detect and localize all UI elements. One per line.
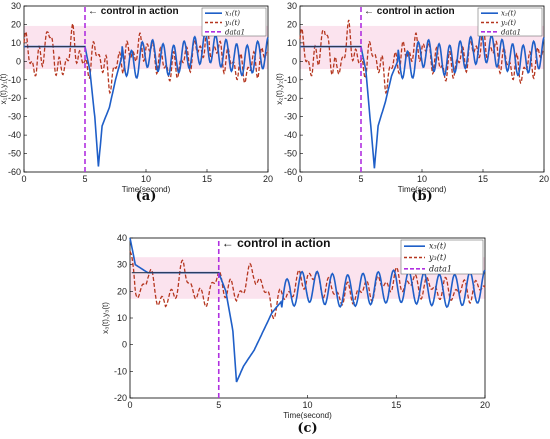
y-tick-label: 10 xyxy=(11,38,21,48)
y-tick-label: -10 xyxy=(8,75,21,85)
y-tick-label: -30 xyxy=(8,112,21,122)
x-tick-label: 15 xyxy=(478,174,488,184)
y-tick-label: -30 xyxy=(284,112,297,122)
y-tick-label: -40 xyxy=(8,130,21,140)
x-axis-label: Time(second) xyxy=(122,185,171,194)
y-tick-label: -60 xyxy=(284,167,297,177)
legend: x₁(t)y₁(t)data1 xyxy=(201,7,267,36)
y-tick-label: -10 xyxy=(284,75,297,85)
y-tick-label: 30 xyxy=(11,1,21,11)
x-tick-label: 0 xyxy=(297,174,302,184)
legend-entry: x₂(t) xyxy=(501,10,516,18)
x-tick-label: 20 xyxy=(480,400,490,410)
y-axis-label: x₁(t),y₁(t) xyxy=(0,73,8,104)
legend-entry: x₁(t) xyxy=(225,10,240,18)
y-tick-label: -40 xyxy=(284,130,297,140)
x-axis-label: Time(second) xyxy=(283,411,332,420)
x-tick-label: 10 xyxy=(302,400,312,410)
legend-entry: data1 xyxy=(225,28,245,36)
x-tick-label: 5 xyxy=(216,400,221,410)
y-axis-label: x₂(t),y₂(t) xyxy=(275,73,284,105)
y-tick-label: 20 xyxy=(117,286,127,296)
legend-entry: data1 xyxy=(501,28,521,36)
legend-entry: x₃(t) xyxy=(429,242,446,251)
y-tick-label: -50 xyxy=(8,149,21,159)
legend: x₃(t) y₃(t) data1 xyxy=(400,239,484,275)
legend-entry: data1 xyxy=(429,264,452,273)
y-tick-label: 0 xyxy=(16,56,21,66)
x-tick-label: 20 xyxy=(263,174,273,184)
y-axis-label: x₃(t),y₃(t) xyxy=(101,302,110,334)
y-tick-label: 30 xyxy=(117,260,127,270)
x-tick-label: 0 xyxy=(127,400,132,410)
control-annotation: ← control in action xyxy=(88,6,179,17)
legend: x₂(t)y₂(t)data1 xyxy=(477,7,543,36)
panel-c: 0 5 10 15 20 -20 -10 0 10 20 30 40 Time(second) x₃(t)… xyxy=(101,233,490,436)
x-tick-label: 5 xyxy=(82,174,87,184)
x-tick-label: 0 xyxy=(21,174,26,184)
y-tick-label: -20 xyxy=(8,93,21,103)
y-tick-label: -60 xyxy=(8,167,21,177)
x-tick-label: 15 xyxy=(202,174,212,184)
y-tick-label: -10 xyxy=(114,366,127,376)
x-tick-label: 20 xyxy=(539,174,549,184)
series-y-line xyxy=(129,251,486,320)
y-tick-label: 10 xyxy=(117,313,127,323)
x-tick-label: 10 xyxy=(417,174,427,184)
control-annotation: ← control in action xyxy=(364,6,455,17)
y-tick-label: -50 xyxy=(284,149,297,159)
y-tick-label: 10 xyxy=(287,38,297,48)
x-tick-label: 10 xyxy=(141,174,151,184)
control-annotation: ← control in action xyxy=(222,236,331,250)
panel-caption: (c) xyxy=(297,421,317,436)
y-tick-label: 40 xyxy=(117,233,127,243)
y-tick-label: 0 xyxy=(292,56,297,66)
legend-entry: y₃(t) xyxy=(428,253,446,262)
y-tick-label: 20 xyxy=(11,19,21,29)
y-tick-label: 0 xyxy=(122,340,127,350)
panel-caption: (a) xyxy=(136,189,157,204)
panel-b: 0 5 10 15 20 -60 -50 -40 -30 -20 -10 0 10 20 30 Time(se… xyxy=(275,1,549,204)
panel-caption: (b) xyxy=(411,189,432,204)
series-y-line xyxy=(23,23,269,95)
y-tick-label: 30 xyxy=(287,1,297,11)
y-tick-label: 20 xyxy=(287,19,297,29)
legend-entry: y₁(t) xyxy=(224,19,240,27)
y-tick-label: -20 xyxy=(284,93,297,103)
panel-a: 0 5 10 15 20 -60 -50 -40 -30 -20 -10 0 10 20 30 Time(se… xyxy=(0,1,273,204)
x-axis-label: Time(second) xyxy=(398,185,447,194)
y-tick-label: -20 xyxy=(114,393,127,403)
x-tick-label: 5 xyxy=(358,174,363,184)
legend-entry: y₂(t) xyxy=(500,19,516,27)
x-tick-label: 15 xyxy=(391,400,401,410)
